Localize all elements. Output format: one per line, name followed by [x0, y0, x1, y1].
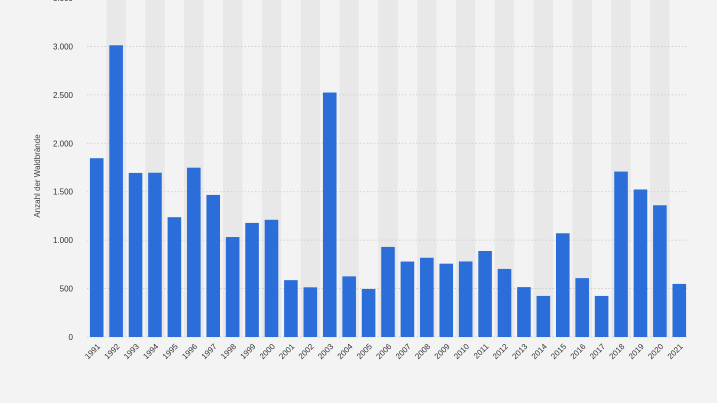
y-tick-label: 3.500	[53, 0, 74, 3]
x-tick-label: 1996	[180, 342, 199, 361]
bar-2002[interactable]	[303, 287, 318, 337]
x-tick-label: 2021	[666, 342, 685, 361]
x-tick-label: 1999	[239, 342, 258, 361]
bar-2001[interactable]	[284, 280, 298, 337]
x-tick-label: 2020	[646, 342, 665, 361]
x-tick-label: 2019	[627, 342, 646, 361]
bar-2016[interactable]	[575, 278, 589, 337]
x-tick-label: 1995	[161, 342, 180, 361]
bar-2015[interactable]	[555, 233, 570, 337]
category-band	[300, 0, 321, 337]
x-tick-label: 2000	[258, 342, 277, 361]
bar-2006[interactable]	[381, 246, 395, 337]
y-tick-label: 1.000	[53, 236, 74, 245]
bar-2003[interactable]	[322, 92, 337, 338]
category-band	[417, 0, 437, 337]
bar-2014[interactable]	[536, 295, 551, 337]
x-tick-label: 2016	[569, 342, 588, 361]
x-tick-label: 2010	[452, 342, 471, 361]
x-tick-label: 2018	[607, 342, 626, 361]
bar-2013[interactable]	[517, 287, 531, 337]
y-tick-label: 1.500	[53, 188, 74, 197]
bar-2009[interactable]	[439, 263, 454, 337]
bar-1994[interactable]	[148, 172, 162, 337]
bar-2012[interactable]	[497, 268, 512, 337]
bar-2019[interactable]	[633, 189, 648, 337]
bar-1991[interactable]	[89, 158, 104, 337]
x-tick-label: 2002	[297, 342, 316, 361]
x-tick-label: 1998	[219, 342, 238, 361]
category-band	[339, 0, 359, 337]
bar-1996[interactable]	[187, 167, 201, 337]
x-tick-label: 2015	[549, 342, 568, 361]
bar-2004[interactable]	[342, 276, 356, 337]
bar-1997[interactable]	[206, 194, 221, 337]
bar-1995[interactable]	[167, 217, 182, 337]
x-tick-label: 1997	[200, 342, 219, 361]
x-tick-labels: 1991 1992 1993 1994 1995 1996 1997 1998 1999 2000…	[83, 342, 685, 361]
y-tick-label: 2.000	[53, 139, 74, 148]
x-tick-label: 1992	[103, 342, 122, 361]
y-tick-label: 3.000	[53, 42, 74, 51]
y-tick-labels: 0 500 1.000 1.500 2.000 2.500 3.000 3.500	[53, 0, 74, 342]
x-tick-label: 1991	[83, 342, 102, 361]
y-tick-label: 2.500	[53, 91, 74, 100]
x-tick-label: 2006	[374, 342, 393, 361]
category-band	[494, 0, 515, 337]
bar-2018[interactable]	[614, 171, 628, 337]
category-band	[533, 0, 554, 337]
bar-1993[interactable]	[128, 172, 143, 337]
bar-2007[interactable]	[400, 261, 415, 337]
bar-2020[interactable]	[653, 205, 667, 337]
x-tick-label: 2008	[413, 342, 432, 361]
y-tick-label: 500	[60, 285, 74, 294]
bar-2021[interactable]	[672, 283, 687, 337]
bar-1999[interactable]	[245, 222, 259, 337]
category-band	[455, 0, 476, 337]
bar-1992[interactable]	[109, 45, 123, 337]
x-tick-label: 1994	[141, 342, 160, 361]
x-tick-label: 2011	[472, 342, 491, 361]
y-axis-title: Anzahl der Waldbrände	[33, 134, 42, 218]
bar-2000[interactable]	[264, 219, 279, 337]
bar-2017[interactable]	[594, 295, 609, 337]
x-tick-label: 2017	[588, 342, 607, 361]
x-tick-label: 2004	[336, 342, 355, 361]
x-tick-label: 2013	[510, 342, 529, 361]
x-tick-label: 1993	[122, 342, 141, 361]
x-tick-label: 2014	[530, 342, 549, 361]
bar-2008[interactable]	[420, 257, 434, 337]
x-tick-label: 2001	[277, 342, 296, 361]
bar-1998[interactable]	[225, 237, 240, 337]
x-tick-label: 2003	[316, 342, 335, 361]
bar-2005[interactable]	[361, 288, 376, 337]
category-band	[572, 0, 592, 337]
bar-2011[interactable]	[478, 250, 492, 337]
bar-2010[interactable]	[458, 261, 473, 337]
x-tick-label: 2007	[394, 342, 413, 361]
bars	[89, 45, 687, 338]
x-tick-label: 2009	[433, 342, 452, 361]
x-tick-label: 2012	[491, 342, 510, 361]
x-tick-label: 2005	[355, 342, 374, 361]
y-tick-label: 0	[69, 333, 74, 342]
